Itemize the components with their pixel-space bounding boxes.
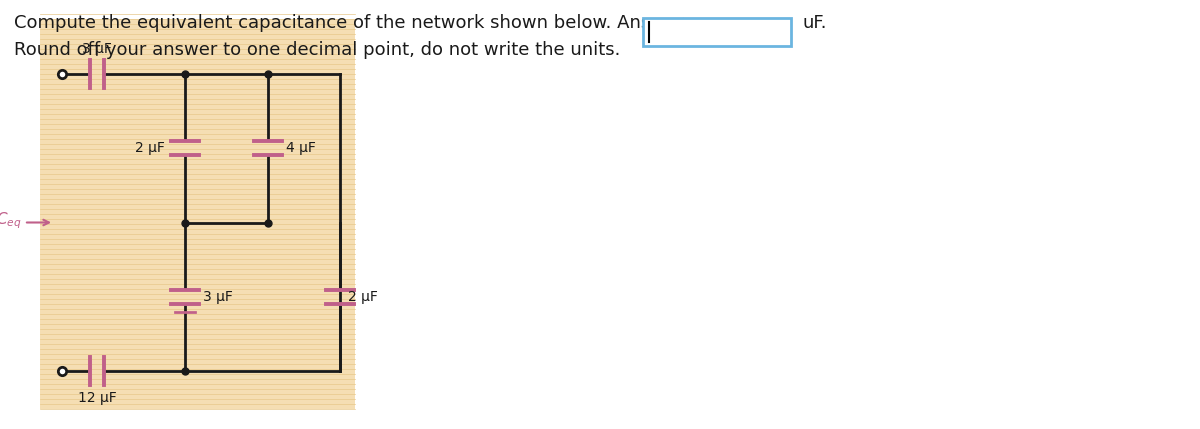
Text: 2 μF: 2 μF: [348, 290, 378, 304]
Text: 12 μF: 12 μF: [78, 391, 116, 405]
Text: 4 μF: 4 μF: [286, 141, 316, 155]
Text: Compute the equivalent capacitance of the network shown below. Answer: Compute the equivalent capacitance of th…: [14, 14, 684, 32]
Text: uF.: uF.: [803, 14, 828, 32]
Text: Round off your answer to one decimal point, do not write the units.: Round off your answer to one decimal poi…: [14, 41, 620, 59]
Text: 2 μF: 2 μF: [136, 141, 166, 155]
Bar: [40, 19, 355, 409]
FancyBboxPatch shape: [643, 18, 791, 46]
Text: $C_{eq}$: $C_{eq}$: [0, 210, 22, 231]
Text: 3 μF: 3 μF: [82, 42, 112, 56]
Text: 3 μF: 3 μF: [203, 290, 233, 304]
